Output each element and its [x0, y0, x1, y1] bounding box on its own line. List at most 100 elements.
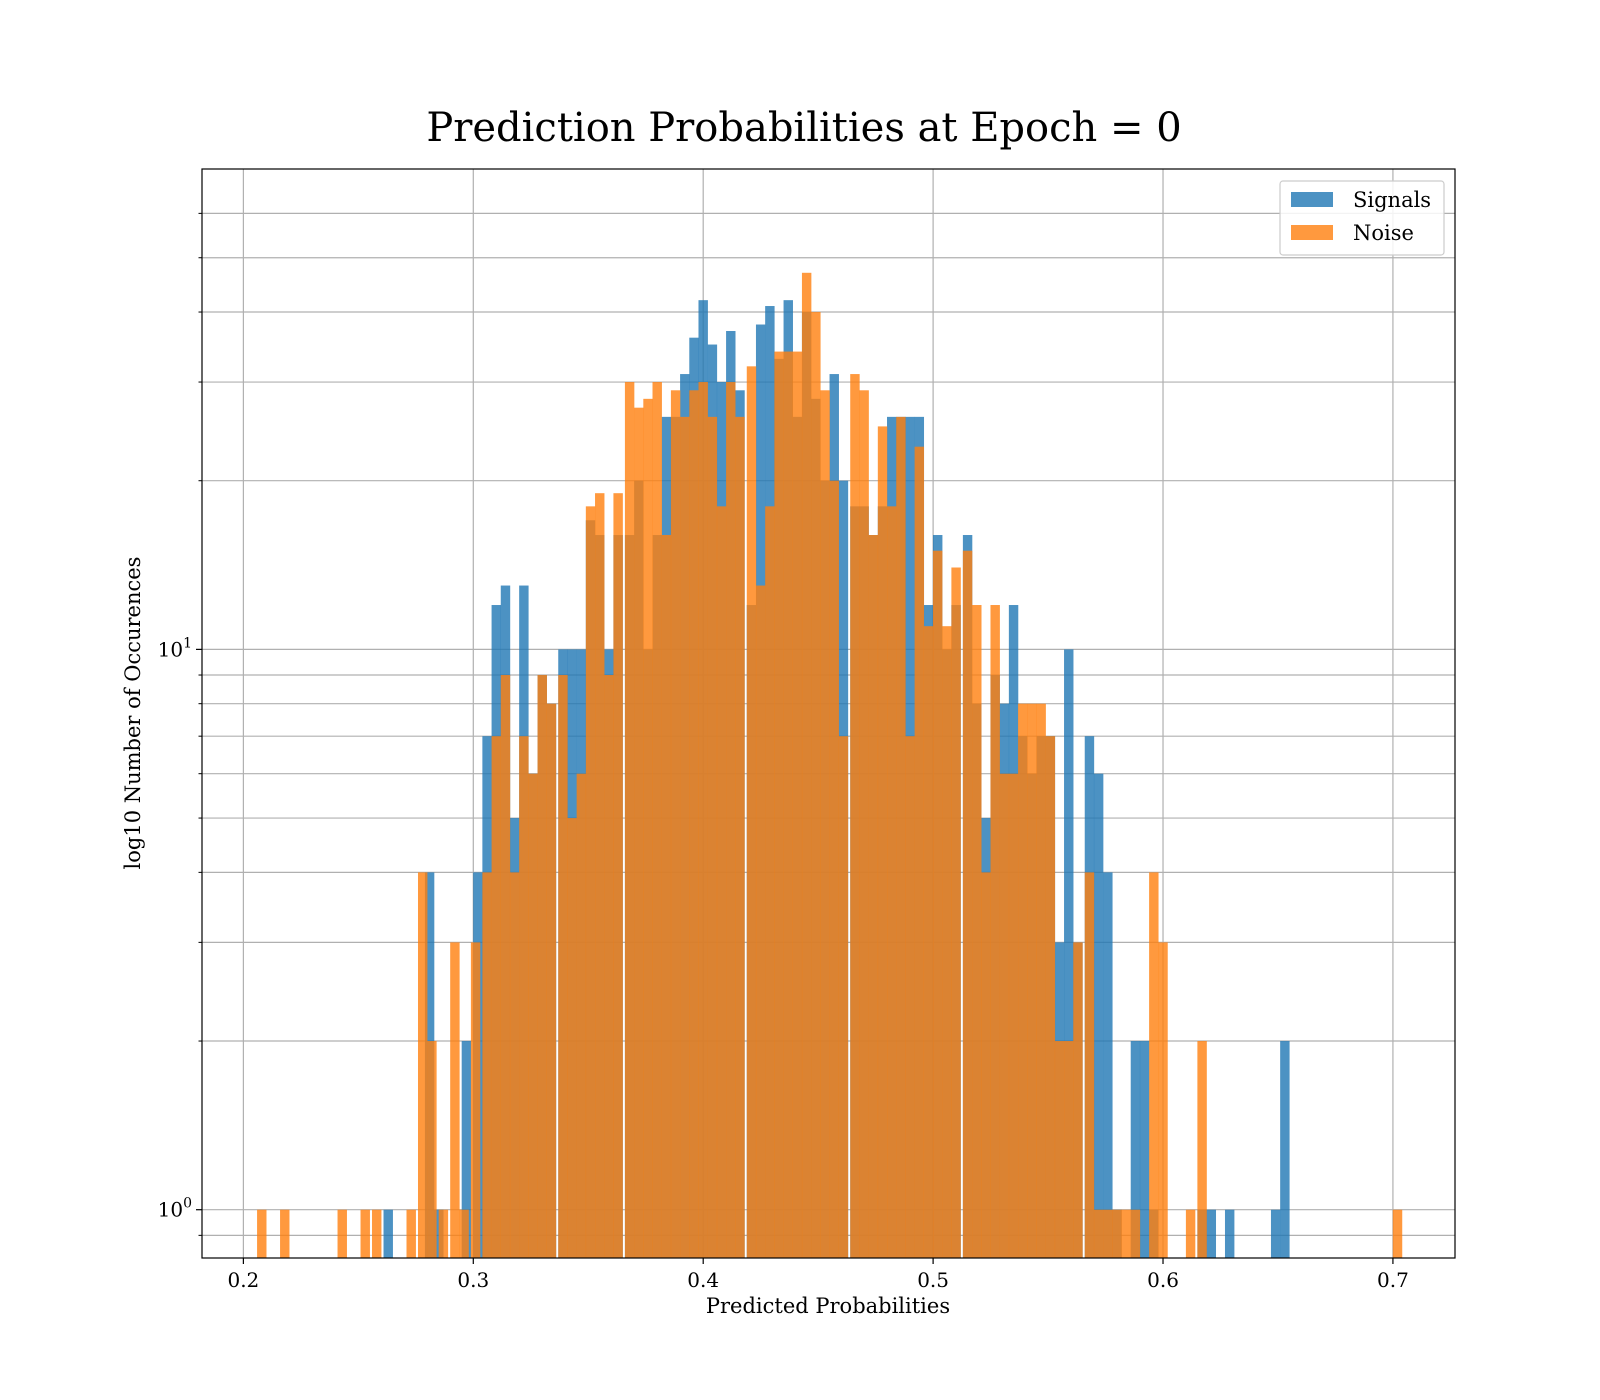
histogram-bar — [1270, 1209, 1281, 1258]
histogram-bar — [850, 374, 860, 1258]
y-tick-label: 100 — [158, 1196, 192, 1222]
histogram-bar — [1224, 1209, 1235, 1258]
histogram-bar — [1093, 773, 1104, 1258]
histogram-bar — [707, 416, 718, 1259]
y-axis-label: log10 Number of Occurences — [121, 557, 145, 870]
histogram-bar — [280, 1209, 290, 1258]
x-tick-label: 0.7 — [1377, 1268, 1409, 1292]
histogram-bar — [634, 407, 644, 1258]
histogram-bar — [576, 773, 587, 1258]
series-noise — [257, 272, 1403, 1259]
histogram-bars — [257, 272, 1403, 1259]
histogram-bar — [820, 390, 830, 1258]
legend: Signals Noise — [1279, 180, 1445, 256]
legend-swatch-noise — [1291, 225, 1333, 240]
histogram-bar — [1018, 703, 1028, 1258]
histogram-bar — [942, 626, 952, 1258]
histogram-bar — [1280, 1041, 1290, 1258]
histogram-bar — [1121, 1209, 1131, 1258]
legend-label-noise: Noise — [1353, 221, 1414, 245]
histogram-bar — [726, 382, 736, 1258]
histogram-bar — [519, 736, 529, 1258]
histogram-bar — [1036, 703, 1046, 1258]
histogram-bar — [923, 626, 934, 1258]
histogram-bar — [661, 535, 672, 1258]
histogram-bar — [537, 675, 547, 1258]
histogram-bar — [755, 585, 766, 1258]
histogram-bar — [1073, 942, 1083, 1258]
histogram-bar — [999, 773, 1010, 1258]
histogram-bar — [491, 736, 501, 1258]
histogram-bar — [417, 872, 428, 1258]
histogram-bar — [383, 1209, 393, 1258]
histogram-bar — [670, 390, 681, 1258]
histogram-bar — [905, 736, 915, 1258]
histogram-bar — [1158, 942, 1168, 1258]
histogram-bar — [783, 351, 793, 1258]
histogram-bar — [972, 605, 982, 1258]
histogram-bar — [1103, 1209, 1113, 1258]
histogram-bar — [509, 872, 520, 1258]
histogram-bar — [257, 1209, 267, 1258]
histogram-bar — [1008, 773, 1019, 1258]
x-tick-label: 0.4 — [687, 1268, 719, 1292]
histogram-bar — [1112, 1209, 1122, 1258]
histogram-bar — [337, 1209, 347, 1258]
histogram-bar — [482, 872, 492, 1258]
histogram-bar — [914, 446, 925, 1258]
histogram-bar — [1197, 1041, 1207, 1258]
histogram-bar — [500, 675, 511, 1258]
histogram-bar — [1206, 1209, 1217, 1258]
x-tick-label: 0.5 — [917, 1268, 949, 1292]
chart-title: Prediction Probabilities at Epoch = 0 — [426, 105, 1181, 151]
histogram-bar — [792, 351, 803, 1258]
histogram-bar — [680, 416, 690, 1259]
x-tick-label: 0.2 — [227, 1268, 259, 1292]
histogram-bar — [868, 535, 879, 1258]
histogram-bar — [1027, 703, 1037, 1258]
histogram-bar — [1149, 872, 1159, 1258]
histogram-bar — [829, 480, 839, 1258]
histogram-bar — [774, 351, 784, 1258]
histogram-bar — [698, 382, 708, 1258]
histogram-bar — [1084, 872, 1095, 1258]
histogram-bar — [1064, 649, 1074, 1258]
histogram-bar — [859, 390, 869, 1258]
histogram-bar — [558, 675, 568, 1258]
histogram-bar — [613, 493, 623, 1258]
plot-frame — [201, 168, 1456, 1259]
histogram-bar — [716, 506, 727, 1258]
histogram-bar — [951, 567, 961, 1258]
histogram-bar — [962, 550, 973, 1258]
histogram-bar — [595, 493, 605, 1258]
histogram-bar — [567, 818, 577, 1258]
histogram-bar — [932, 550, 943, 1258]
histogram-bar — [1130, 1209, 1141, 1258]
histogram-bar — [746, 366, 757, 1258]
histogram-bar — [360, 1209, 370, 1258]
histogram-bar — [372, 1209, 382, 1258]
histogram-bar — [877, 426, 888, 1259]
histogram-bar — [1045, 736, 1056, 1258]
histogram-bar — [1093, 1209, 1104, 1258]
histogram-bar — [1064, 1041, 1074, 1258]
histogram-bar — [427, 1041, 437, 1258]
histogram-bar — [406, 1209, 416, 1258]
x-axis-label: Predicted Probabilities — [706, 1294, 950, 1318]
histogram-bar — [624, 382, 635, 1258]
histogram-bar — [438, 1209, 449, 1258]
histogram-bar — [546, 703, 557, 1258]
histogram-bar — [1103, 872, 1113, 1258]
axis-ticks: 0.2 0.3 0.4 0.5 0.6 0.7 100 101 — [158, 212, 1409, 1292]
legend-label-signals: Signals — [1353, 188, 1431, 212]
histogram-bar — [990, 605, 1000, 1258]
histogram-bar — [450, 942, 460, 1258]
histogram-bar — [838, 736, 849, 1258]
histogram-bar — [604, 675, 614, 1258]
histogram-bar — [1392, 1209, 1403, 1258]
histogram-bar — [1185, 1209, 1196, 1258]
histogram-bar — [981, 872, 991, 1258]
histogram-bar — [643, 398, 653, 1258]
legend-swatch-signals — [1291, 192, 1333, 207]
